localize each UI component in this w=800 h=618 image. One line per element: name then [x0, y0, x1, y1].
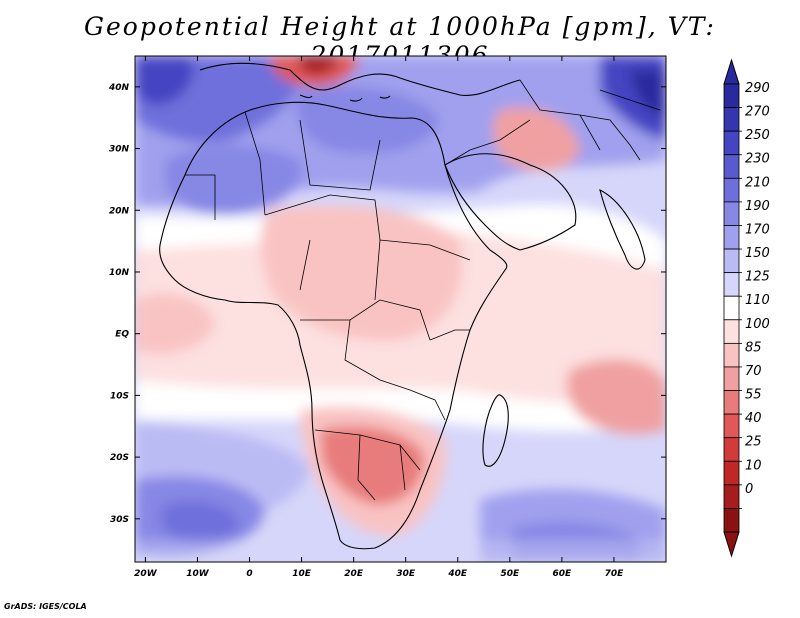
border-maghreb [185, 111, 381, 220]
colorbar-label: 190 [745, 199, 770, 214]
grads-credit: GrADS: IGES/COLA [4, 602, 87, 611]
colorbar-swatch [723, 437, 740, 462]
colorbar-swatch [723, 460, 740, 486]
y-tick-label: EQ [115, 330, 129, 340]
colorbar-label: 230 [745, 152, 770, 167]
europe-coastline [199, 62, 521, 96]
x-tick-label: 10E [292, 569, 312, 579]
field-southern-africa-low [320, 426, 425, 505]
map-frame [134, 55, 667, 563]
border-middle-east [444, 79, 601, 166]
border-asia [579, 89, 661, 161]
field-mediterranean-high [296, 86, 440, 154]
border-east [409, 244, 471, 421]
colorbar-swatch [723, 413, 740, 439]
colorbar-label: 125 [745, 270, 770, 285]
field-mascarene-low [566, 359, 666, 434]
border-central [300, 299, 431, 391]
india-coastline [599, 188, 646, 270]
colorbar-swatch [723, 390, 740, 415]
colorbar-label: 10 [745, 458, 762, 473]
country-borders [185, 79, 661, 501]
y-tick-label: 10S [110, 391, 129, 401]
colorbar-swatch [723, 107, 740, 132]
colorbar-swatch [723, 130, 740, 156]
colorbar-bottom-arrow [723, 531, 740, 558]
field-nw-atlantic-core [135, 56, 194, 105]
x-tick-label: 30E [396, 569, 416, 579]
arabia-coastline [444, 153, 577, 251]
colorbar-label: 270 [745, 105, 770, 120]
colorbar-swatch [723, 154, 740, 179]
x-tick-label: 40E [447, 569, 468, 579]
colorbar-swatch [723, 508, 740, 533]
colorbar-label: 100 [745, 317, 770, 332]
field-arabia-low [493, 107, 580, 171]
field-sahara-high [165, 145, 302, 215]
x-tick-label: 0 [246, 569, 252, 579]
colorbar-label: 70 [745, 364, 762, 379]
colorbar-swatch [723, 295, 740, 321]
colorbar-label: 0 [745, 482, 753, 497]
field-himalaya-core [630, 70, 666, 120]
africa-coastline [159, 101, 508, 550]
border-southern [314, 429, 421, 501]
axis-ticks: 20W 10W 0 10E 20E 30E 40E 50E 60E 70E 40N 30N 20N 10N… [108, 56, 666, 579]
colorbar-top-arrow [723, 58, 740, 85]
field-south-atlantic-core [160, 501, 240, 543]
colorbar-label: 25 [745, 435, 762, 450]
x-tick-label: 20W [134, 569, 158, 579]
colorbar-label: 290 [745, 81, 770, 96]
y-tick-label: 10N [109, 268, 130, 278]
madagascar-coastline [482, 394, 509, 467]
colorbar-label: 110 [745, 293, 770, 308]
y-tick-label: 20N [109, 206, 130, 216]
colorbar: 2902702502302101901701501251101008570554… [723, 58, 770, 558]
colorbar-swatch [723, 366, 740, 391]
colorbar-swatch [723, 248, 740, 274]
x-tick-label: 20E [344, 569, 364, 579]
field-south-bottom [135, 540, 666, 562]
colorbar-swatch [723, 342, 740, 368]
x-tick-label: 70E [605, 569, 625, 579]
colorbar-swatch [723, 484, 740, 509]
field-sahel-low [260, 205, 462, 341]
x-tick-label: 60E [553, 569, 573, 579]
mediterranean-islands [299, 94, 391, 102]
y-tick-label: 30N [109, 145, 130, 155]
colorbar-swatch [723, 272, 740, 297]
colorbar-label: 210 [745, 175, 770, 190]
colorbar-swatch [723, 83, 740, 108]
y-tick-label: 30S [110, 515, 129, 525]
colorbar-label: 85 [745, 340, 762, 355]
colorbar-label: 55 [745, 388, 762, 403]
colorbar-label: 40 [745, 411, 762, 426]
colorbar-label: 250 [745, 128, 770, 143]
geopotential-field [135, 56, 666, 562]
field-italy-core [295, 56, 340, 75]
colorbar-swatch [723, 225, 740, 250]
x-tick-label: 50E [500, 569, 520, 579]
y-tick-label: 20S [110, 453, 129, 463]
field-guinea-low [135, 294, 215, 354]
coastlines [159, 62, 646, 550]
colorbar-swatch [723, 201, 740, 226]
colorbar-label: 150 [745, 246, 770, 261]
y-tick-label: 40N [108, 83, 130, 93]
x-tick-label: 10W [186, 569, 210, 579]
colorbar-swatch [723, 319, 740, 344]
colorbar-swatch [723, 177, 740, 203]
border-sahel [264, 194, 431, 301]
colorbar-label: 170 [745, 222, 770, 237]
